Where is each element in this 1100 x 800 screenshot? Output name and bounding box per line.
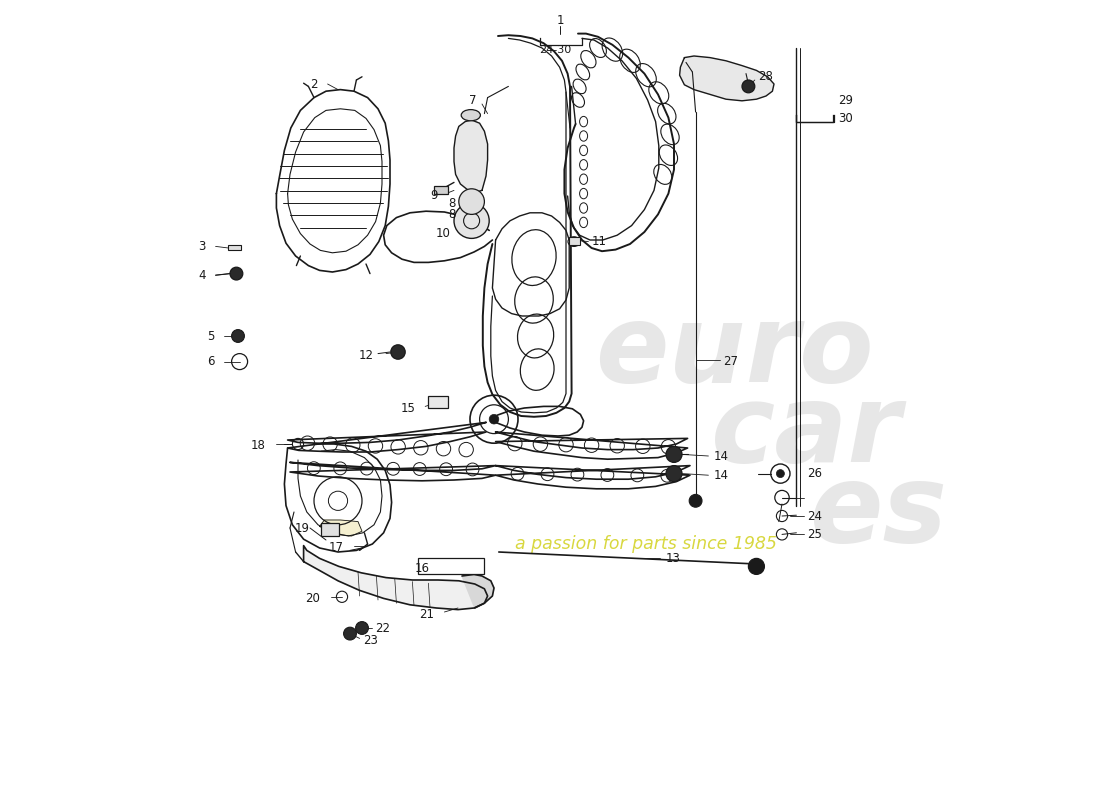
Circle shape: [343, 627, 356, 640]
Text: 30: 30: [838, 112, 853, 125]
Text: 29: 29: [838, 94, 853, 107]
Text: 14: 14: [713, 469, 728, 482]
Text: 11: 11: [592, 235, 606, 248]
Text: 12: 12: [359, 349, 374, 362]
Bar: [229, 245, 241, 250]
Polygon shape: [304, 546, 487, 610]
Text: 15: 15: [400, 402, 416, 414]
Text: 24: 24: [807, 510, 823, 522]
Circle shape: [355, 622, 368, 634]
Circle shape: [690, 494, 702, 507]
Text: 25: 25: [807, 528, 823, 541]
Text: 6: 6: [207, 355, 215, 368]
Polygon shape: [454, 120, 487, 192]
Circle shape: [230, 267, 243, 280]
Circle shape: [454, 203, 490, 238]
Text: 17: 17: [329, 541, 343, 554]
Text: 13: 13: [666, 552, 680, 565]
Circle shape: [777, 470, 784, 478]
Circle shape: [742, 80, 755, 93]
Text: 20: 20: [306, 592, 320, 605]
Text: 27: 27: [723, 355, 738, 368]
Text: 18: 18: [251, 439, 266, 452]
Text: 8: 8: [448, 197, 455, 210]
Text: 21: 21: [419, 608, 435, 621]
Text: 26: 26: [807, 467, 823, 480]
Text: 14: 14: [713, 450, 728, 462]
Text: es: es: [808, 459, 947, 565]
Polygon shape: [462, 574, 494, 608]
Text: a passion for parts since 1985: a passion for parts since 1985: [515, 535, 777, 553]
Polygon shape: [320, 520, 362, 536]
Text: 24-30: 24-30: [540, 45, 572, 54]
Circle shape: [748, 558, 764, 574]
Circle shape: [232, 330, 244, 342]
Text: 5: 5: [208, 330, 214, 342]
Text: 3: 3: [199, 240, 206, 253]
Circle shape: [390, 345, 405, 359]
Text: 8: 8: [448, 208, 455, 221]
Text: 2: 2: [310, 78, 318, 90]
Circle shape: [459, 189, 484, 214]
Text: 16: 16: [415, 562, 430, 574]
Text: 23: 23: [363, 634, 377, 646]
Text: 10: 10: [436, 227, 451, 240]
Text: 28: 28: [758, 70, 773, 83]
Bar: [434, 186, 449, 194]
Bar: [321, 523, 339, 536]
Text: 22: 22: [375, 622, 390, 634]
Bar: [418, 558, 484, 574]
Bar: [428, 396, 448, 408]
Text: 9: 9: [430, 189, 438, 202]
Text: euro: euro: [595, 299, 873, 405]
Text: 4: 4: [198, 269, 206, 282]
Circle shape: [666, 446, 682, 462]
Polygon shape: [680, 56, 774, 101]
Circle shape: [666, 466, 682, 482]
Text: car: car: [711, 379, 901, 485]
Bar: [569, 237, 581, 245]
Text: 19: 19: [295, 522, 310, 534]
Text: 7: 7: [469, 94, 476, 106]
Circle shape: [490, 414, 498, 424]
Text: 1: 1: [557, 14, 564, 26]
Ellipse shape: [461, 110, 481, 121]
Ellipse shape: [568, 237, 580, 246]
